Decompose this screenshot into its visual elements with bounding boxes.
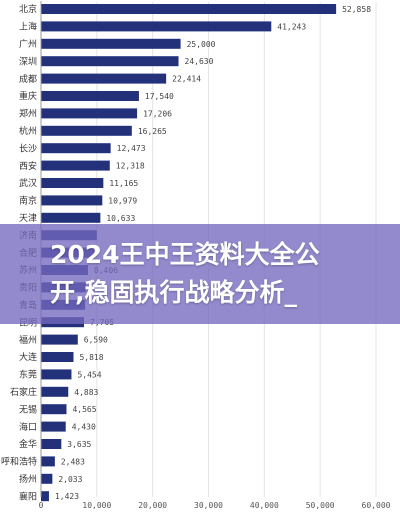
category-label: 石家庄 bbox=[10, 386, 37, 398]
x-tick-label: 60,000 bbox=[362, 501, 391, 510]
category-label: 深圳 bbox=[19, 56, 37, 67]
x-tick-label: 0 bbox=[39, 501, 44, 510]
bar-cat-12 bbox=[41, 212, 101, 223]
value-label: 5,818 bbox=[79, 353, 103, 362]
category-label: 福州 bbox=[19, 334, 37, 346]
category-label: 武汉 bbox=[19, 177, 37, 189]
category-label: 西安 bbox=[19, 160, 37, 172]
value-label: 52,858 bbox=[342, 5, 371, 14]
bar-cat-3 bbox=[41, 56, 179, 67]
category-label: 长沙 bbox=[19, 142, 37, 154]
value-label: 1,423 bbox=[55, 492, 79, 501]
bar-cat-21 bbox=[41, 369, 72, 380]
value-label: 22,414 bbox=[172, 75, 201, 84]
bar-cat-9 bbox=[41, 160, 110, 171]
x-tick-label: 30,000 bbox=[194, 501, 223, 510]
category-label: 天津 bbox=[19, 213, 37, 224]
value-label: 2,033 bbox=[58, 475, 82, 484]
value-label: 17,206 bbox=[143, 109, 172, 118]
value-label: 3,635 bbox=[67, 440, 91, 449]
bar-cat-6 bbox=[41, 108, 138, 119]
value-label: 11,165 bbox=[109, 179, 138, 188]
value-label: 10,979 bbox=[108, 196, 137, 205]
bar-cat-1 bbox=[41, 21, 272, 32]
value-label: 2,483 bbox=[61, 457, 85, 466]
bar-cat-27 bbox=[41, 473, 53, 484]
bar-cat-0 bbox=[41, 4, 337, 14]
x-tick-label: 50,000 bbox=[306, 501, 335, 510]
category-label: 成都 bbox=[19, 73, 37, 85]
category-label: 郑州 bbox=[19, 108, 37, 120]
x-tick-label: 40,000 bbox=[250, 501, 279, 510]
category-label: 北京 bbox=[19, 3, 37, 15]
category-label: 海口 bbox=[19, 421, 37, 433]
x-tick-label: 10,000 bbox=[82, 501, 111, 510]
bar-cat-23 bbox=[41, 404, 67, 415]
value-label: 41,243 bbox=[277, 22, 306, 31]
value-label: 6,590 bbox=[84, 336, 108, 345]
bar-cat-19 bbox=[41, 334, 78, 345]
value-label: 10,633 bbox=[106, 214, 135, 223]
value-label: 4,430 bbox=[72, 423, 96, 432]
category-label: 广州 bbox=[19, 38, 37, 50]
value-label: 24,630 bbox=[185, 57, 214, 66]
bar-cat-28 bbox=[41, 491, 49, 502]
category-label: 杭州 bbox=[19, 125, 37, 137]
bar-cat-24 bbox=[41, 421, 66, 432]
bar-cat-4 bbox=[41, 73, 167, 84]
banner-line-1: 2024王中王资料大全公 bbox=[50, 240, 320, 269]
value-label: 4,883 bbox=[74, 388, 98, 397]
value-label: 25,000 bbox=[187, 40, 216, 49]
category-label: 上海 bbox=[19, 21, 37, 33]
bar-cat-2 bbox=[41, 38, 181, 49]
bar-cat-26 bbox=[41, 456, 55, 467]
bar-cat-8 bbox=[41, 143, 111, 154]
value-label: 17,540 bbox=[145, 92, 174, 101]
category-label: 无锡 bbox=[19, 404, 37, 415]
category-label: 重庆 bbox=[19, 90, 37, 102]
category-label: 襄阳 bbox=[19, 490, 37, 502]
watermark-banner: 2024王中王资料大全公 开,稳固执行战略分析_ bbox=[0, 224, 400, 324]
category-label: 大连 bbox=[19, 351, 37, 363]
value-label: 5,454 bbox=[77, 370, 101, 379]
x-tick-label: 20,000 bbox=[138, 501, 167, 510]
x-axis-tick-labels: 0 10,000 20,000 30,000 40,000 50,000 60,000 bbox=[39, 501, 391, 510]
category-label: 金华 bbox=[19, 438, 37, 450]
bar-cat-22 bbox=[41, 386, 69, 397]
bar-cat-7 bbox=[41, 125, 132, 136]
bar-cat-11 bbox=[41, 195, 103, 206]
category-label: 南京 bbox=[19, 195, 37, 207]
banner-line-2: 开,稳固执行战略分析_ bbox=[50, 278, 297, 307]
value-label: 12,473 bbox=[117, 144, 146, 153]
category-label: 东莞 bbox=[19, 369, 37, 381]
bar-cat-25 bbox=[41, 439, 62, 449]
value-label: 16,265 bbox=[138, 127, 167, 136]
bar-cat-5 bbox=[41, 91, 139, 101]
bar-cat-10 bbox=[41, 178, 104, 188]
bar-cat-20 bbox=[41, 352, 74, 362]
value-label: 12,318 bbox=[116, 162, 145, 171]
category-label: 扬州 bbox=[19, 473, 37, 485]
category-label: 呼和浩特 bbox=[1, 456, 37, 468]
value-label: 4,565 bbox=[72, 405, 96, 414]
